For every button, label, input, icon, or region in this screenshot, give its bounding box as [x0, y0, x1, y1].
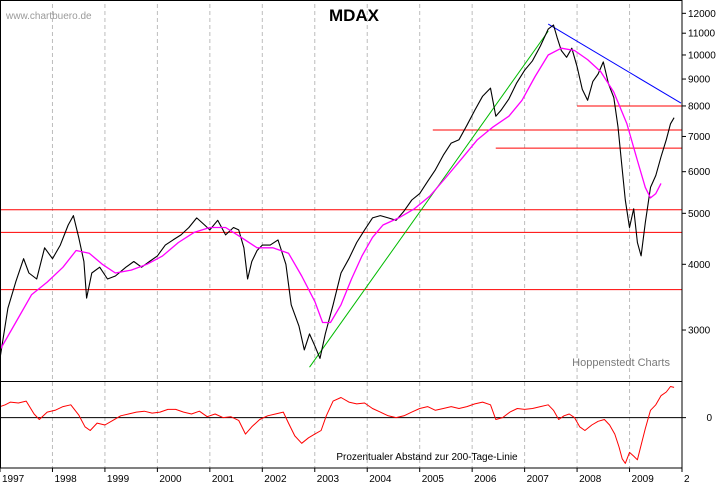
y-tick-label-11000: 11000 [688, 29, 716, 40]
y-tick-label-10000: 10000 [688, 50, 716, 61]
trend-lines [309, 23, 682, 368]
ma200-line [0, 47, 662, 351]
support-resistance-lines [0, 105, 682, 291]
ind-y-tick-label-0: 0 [706, 413, 712, 424]
x-tick-label-2010: 2 [684, 474, 690, 485]
indicator-series [0, 386, 682, 464]
y-tick-label-7000: 7000 [688, 132, 711, 143]
plot-border [0, 0, 683, 469]
x-tick-label-2001: 2001 [212, 474, 235, 485]
y-tick-label-5000: 5000 [688, 209, 711, 220]
x-tick-label-2002: 2002 [264, 474, 287, 485]
y-tick-label-6000: 6000 [688, 167, 711, 178]
y-tick-label-3000: 3000 [688, 326, 711, 337]
x-tick-label-2000: 2000 [159, 474, 182, 485]
x-tick-label-2007: 2007 [527, 474, 550, 485]
grid-lines [51, 4, 631, 468]
distance-line [0, 386, 675, 464]
x-tick-label-2003: 2003 [317, 474, 340, 485]
x-tick-label-1997: 1997 [2, 474, 25, 485]
watermark-text: www.chartbuero.de [5, 11, 92, 22]
x-tick-label-2008: 2008 [579, 474, 602, 485]
y-tick-label-9000: 9000 [688, 75, 711, 86]
chart-title: MDAX [329, 6, 380, 25]
credit-text: Hoppenstedt Charts [572, 357, 670, 369]
x-tick-label-1999: 1999 [107, 474, 130, 485]
y-tick-label-12000: 12000 [688, 9, 716, 20]
x-tick-label-2009: 2009 [632, 474, 655, 485]
axis-ticks: 3000 4000 5000 6000 7000 8000 9000 10000 11000 12… [0, 9, 716, 485]
x-tick-label-1998: 1998 [54, 474, 77, 485]
x-tick-label-2005: 2005 [422, 474, 445, 485]
uptrend-line [309, 30, 549, 368]
chart-frame [0, 0, 683, 469]
downtrend-line [547, 23, 682, 104]
price-line [0, 24, 675, 359]
y-tick-label-8000: 8000 [688, 101, 711, 112]
price-series [0, 24, 675, 359]
x-tick-label-2006: 2006 [474, 474, 497, 485]
y-tick-label-4000: 4000 [688, 260, 711, 271]
indicator-label: Prozentualer Abstand zur 200-Tage-Linie [336, 452, 518, 463]
x-tick-label-2004: 2004 [369, 474, 392, 485]
